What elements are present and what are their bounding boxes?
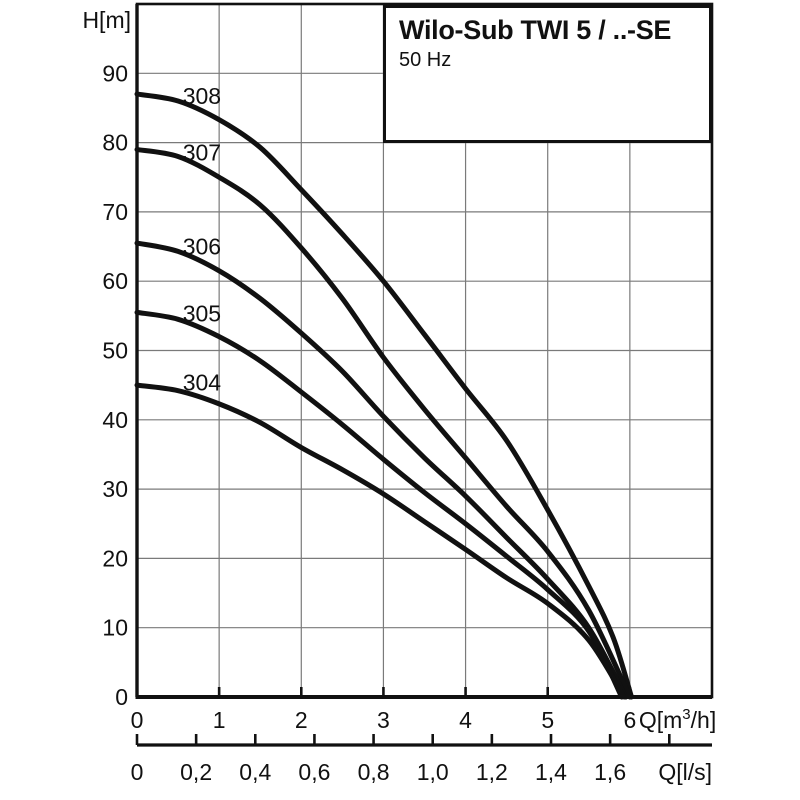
x-tick-label: 6 — [623, 707, 636, 733]
x-tick-label: 5 — [541, 707, 554, 733]
curve-label-308: 308 — [183, 83, 221, 109]
secondary-tick-label: 0,8 — [358, 759, 390, 785]
y-tick-label: 40 — [102, 407, 128, 433]
chart-title-box: Wilo-Sub TWI 5 / ..-SE 50 Hz — [383, 5, 712, 143]
curve-306 — [134, 240, 629, 700]
secondary-tick-label: 0,6 — [298, 759, 330, 785]
secondary-tick-label: 0,2 — [180, 759, 212, 785]
secondary-tick-label: 0 — [131, 759, 144, 785]
curve-label-306: 306 — [183, 234, 221, 260]
curve-304 — [134, 382, 627, 700]
secondary-axis-unit-label: Q[l/s] — [658, 759, 712, 785]
curve-label-304: 304 — [183, 369, 222, 395]
x-tick-label: 1 — [213, 707, 226, 733]
secondary-tick-label: 1,0 — [417, 759, 449, 785]
y-tick-label: 60 — [102, 268, 128, 294]
x-tick-label: 3 — [377, 707, 390, 733]
secondary-tick-label: 0,4 — [239, 759, 271, 785]
curve-307 — [134, 147, 633, 700]
y-tick-label: 30 — [102, 476, 128, 502]
y-tick-label: 90 — [102, 60, 128, 86]
secondary-tick-label: 1,4 — [535, 759, 567, 785]
y-tick-label: 10 — [102, 615, 128, 641]
secondary-tick-label: 1,6 — [594, 759, 626, 785]
x-axis-unit-label: Q[m3/h] — [639, 706, 716, 733]
x-tick-label: 4 — [459, 707, 472, 733]
y-tick-label: 80 — [102, 130, 128, 156]
curve-305 — [134, 309, 625, 700]
chart-title: Wilo-Sub TWI 5 / ..-SE — [399, 15, 672, 45]
curve-label-307: 307 — [183, 140, 221, 166]
curve-label-305: 305 — [183, 300, 221, 326]
x-tick-label: 2 — [295, 707, 308, 733]
y-axis-unit-label: H[m] — [82, 7, 131, 33]
curve-308 — [134, 91, 634, 700]
chart-subtitle: 50 Hz — [399, 49, 452, 72]
y-tick-label: 20 — [102, 545, 128, 571]
secondary-tick-label: 1,2 — [476, 759, 508, 785]
y-tick-label: 70 — [102, 199, 128, 225]
y-tick-label: 50 — [102, 338, 128, 364]
x-tick-label: 0 — [131, 707, 144, 733]
y-tick-label: 0 — [115, 684, 128, 710]
